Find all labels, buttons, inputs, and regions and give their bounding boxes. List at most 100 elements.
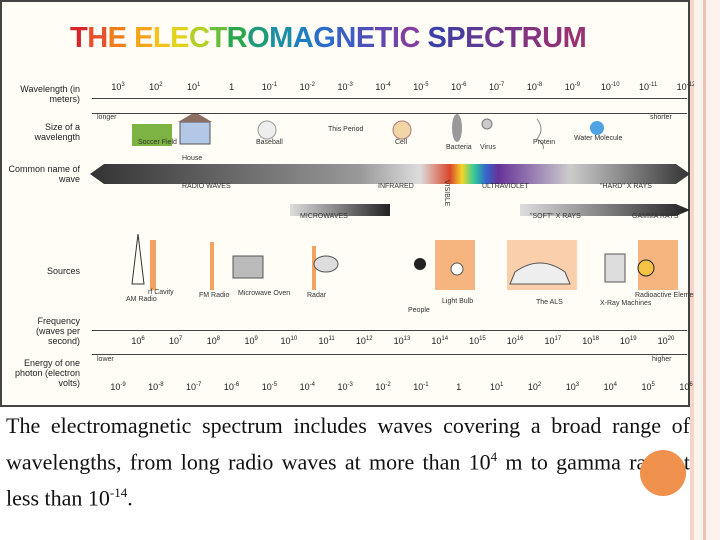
size-example-label: Protein: [533, 139, 556, 146]
energy-tick: 102: [527, 382, 542, 392]
house-roof-icon: [178, 114, 212, 122]
virus-icon: [481, 118, 493, 130]
energy-tick: 10-3: [337, 382, 353, 392]
frequency-tick: 1015: [469, 336, 486, 346]
title-letter: G: [313, 22, 336, 54]
frequency-tick: 1011: [318, 336, 335, 346]
size-example-label: Bacteria: [446, 144, 472, 151]
frequency-label: Frequency (waves per second): [35, 316, 80, 346]
size-arrow: [92, 113, 687, 114]
decorative-dot: [640, 450, 686, 496]
wavelength-label: Wavelength (in meters): [20, 84, 80, 104]
size-example-label: Soccer Field: [138, 139, 177, 146]
wavelength-tick: 10-9: [564, 82, 581, 92]
sources-label: Sources: [46, 266, 80, 276]
source-label: rf Cavity: [148, 289, 174, 296]
energy-lower: lower: [97, 356, 114, 363]
wavelength-tick: 10-2: [299, 82, 316, 92]
bacteria-icon: [452, 114, 462, 142]
title-letter: M: [269, 22, 293, 54]
title-letter: C: [483, 22, 505, 54]
energy-tick: 101: [489, 382, 504, 392]
spectrum-figure: THE ELECTROMAGNETIC SPECTRUM Wavelength …: [0, 0, 703, 407]
soccer-field-icon: [132, 124, 172, 146]
people-icon: [414, 258, 426, 270]
wavelength-axis-line: [92, 98, 687, 99]
infrared-label: INFRARED: [378, 183, 414, 190]
gamma-band-bar: [520, 204, 690, 216]
title-letter: P: [446, 22, 466, 54]
energy-tick: 10-2: [375, 382, 391, 392]
frequency-tick: 1019: [619, 336, 637, 346]
title-letter: T: [374, 22, 393, 54]
wavelength-tick: 10-8: [526, 82, 543, 92]
frequency-tick: 1016: [506, 336, 524, 346]
size-example-label: Water Molecule: [574, 135, 623, 142]
source-label: X-Ray Machines: [600, 300, 652, 307]
wavelength-tick: 10-7: [488, 82, 505, 92]
title-letter: R: [226, 22, 248, 54]
soft-xrays-label: "SOFT" X RAYS: [530, 213, 581, 220]
title-letter: H: [87, 22, 108, 54]
source-illustrations: [131, 233, 678, 290]
visible-label: VISIBLE: [443, 180, 450, 207]
size-example-label: House: [182, 155, 203, 162]
rf-band-marker: [150, 240, 156, 290]
source-label: Radioactive Elements: [635, 292, 703, 299]
wavelength-tick: 10-4: [375, 82, 391, 92]
size-example-label: Cell: [395, 139, 408, 146]
wavelength-tick: 1: [229, 82, 235, 92]
size-illustrations: [132, 114, 604, 150]
energy-tick: 10-4: [299, 382, 316, 392]
size-shorter: shorter: [650, 114, 672, 121]
title-letter: O: [247, 22, 270, 54]
source-label: People: [408, 307, 430, 314]
caption-exp1: 4: [490, 449, 498, 464]
radioactive-symbol-icon: [637, 259, 655, 277]
frequency-tick: 106: [131, 336, 145, 346]
wavelength-tick: 103: [111, 82, 125, 92]
title-letter: N: [335, 22, 356, 54]
radio-waves-label: RADIO WAVES: [182, 183, 231, 190]
house-icon: [179, 121, 211, 145]
wavelength-tick: 10-10: [600, 82, 620, 92]
upper-band-bar: [90, 164, 690, 184]
source-label: AM Radio: [126, 296, 157, 303]
size-label: Size of a wavelength: [34, 122, 80, 142]
size-longer: longer: [97, 114, 117, 121]
hard-xrays-label: "HARD" X RAYS: [600, 183, 652, 190]
xray-machine-icon: [604, 253, 626, 283]
frequency-tick: 109: [244, 336, 258, 346]
light-bulb-icon: [450, 262, 464, 276]
wavelength-tick: 10-1: [261, 82, 278, 92]
energy-higher: higher: [652, 356, 672, 363]
energy-arrow: [92, 354, 687, 355]
frequency-tick: 1010: [280, 336, 298, 346]
size-example-label: Virus: [480, 144, 496, 151]
caption-part1: The electromagnetic spectrum includes wa…: [6, 413, 690, 475]
caption-text: The electromagnetic spectrum includes wa…: [6, 410, 690, 514]
size-example-label: This Period: [328, 126, 364, 133]
title-letter: A: [292, 22, 314, 54]
protein-icon: [536, 118, 544, 150]
caption-exp2: -14: [109, 485, 128, 501]
title-letter: E: [355, 22, 375, 54]
energy-tick: 10-5: [261, 382, 278, 392]
title-letter: E: [134, 22, 153, 54]
title-letter: T: [209, 22, 227, 54]
title-letter: I: [391, 22, 400, 54]
energy-label: Energy of one photon (electron volts): [14, 358, 80, 388]
wavelength-tick: 10-5: [413, 82, 429, 92]
source-label: Light Bulb: [442, 298, 474, 305]
radio-tower-icon: [131, 233, 145, 285]
energy-tick: 106: [679, 382, 693, 392]
title-letter: [420, 22, 428, 55]
title-letter: E: [107, 22, 127, 54]
frequency-tick: 107: [169, 336, 183, 346]
microwave-oven-icon: [232, 255, 264, 279]
radar-dish-icon: [313, 255, 339, 273]
title-letter: T: [70, 22, 88, 54]
size-example-label: Baseball: [256, 139, 283, 146]
energy-tick: 10-8: [148, 382, 164, 392]
energy-tick: 103: [565, 382, 580, 392]
